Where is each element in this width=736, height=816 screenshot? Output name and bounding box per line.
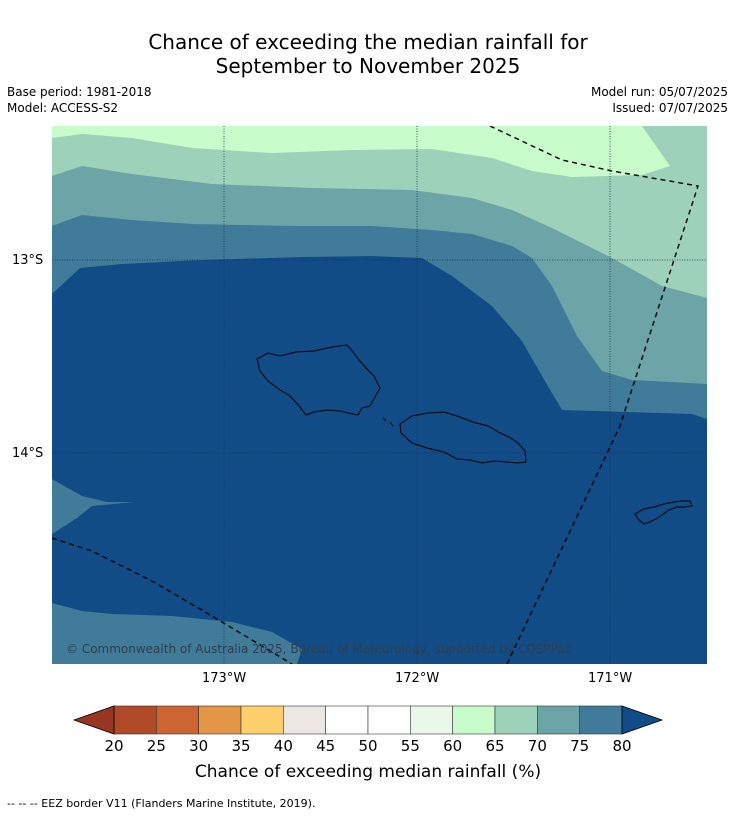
island-manono — [382, 417, 394, 427]
colorbar-cell — [537, 705, 580, 735]
colorbar-tick-label: 70 — [527, 737, 547, 755]
colorbar-cell — [452, 705, 496, 735]
colorbar-tick-label: 30 — [189, 737, 209, 755]
colorbar-cell — [410, 705, 453, 735]
colorbar-cell — [283, 705, 326, 735]
lat-label-14s: 14°S — [12, 446, 44, 461]
zone-75-80-west — [52, 479, 134, 534]
island-tutuila — [634, 500, 693, 525]
zone-80 — [52, 256, 707, 664]
meta-left: Base period: 1981-2018 Model: ACCESS-S2 — [7, 84, 152, 116]
colorbar-cell — [367, 705, 411, 735]
zone-75-80-south — [52, 603, 302, 664]
lat-label-13s: 13°S — [12, 253, 44, 268]
eez-border — [52, 126, 699, 664]
lon-label-172w: 172°W — [395, 671, 440, 686]
rainfall-map: © Commonwealth of Australia 2025, Bureau… — [52, 126, 707, 664]
colorbar-tick-label: 75 — [570, 737, 590, 755]
island-savaii — [256, 344, 381, 416]
colorbar-under-arrow — [72, 705, 115, 735]
colorbar-tick-label: 60 — [443, 737, 463, 755]
lon-label-171w: 171°W — [588, 671, 633, 686]
colorbar — [72, 705, 664, 735]
issued-date: Issued: 07/07/2025 — [612, 101, 728, 115]
copyright-text: © Commonwealth of Australia 2025, Bureau… — [66, 642, 571, 656]
colorbar-cell — [240, 705, 284, 735]
colorbar-cell — [579, 705, 623, 735]
colorbar-tick-label: 80 — [612, 737, 632, 755]
colorbar-tick-label: 55 — [400, 737, 420, 755]
colorbar-cell — [198, 705, 242, 735]
meta-right: Model run: 05/07/2025 Issued: 07/07/2025 — [591, 84, 728, 116]
island-upolu — [399, 411, 527, 464]
colorbar-cell — [156, 705, 199, 735]
colorbar-tick-label: 25 — [146, 737, 166, 755]
graticule — [52, 126, 707, 664]
eez-footnote: -- -- -- EEZ border V11 (Flanders Marine… — [7, 797, 316, 810]
colorbar-tick-label: 45 — [316, 737, 336, 755]
colorbar-tick-label: 20 — [104, 737, 124, 755]
colorbar-tick-label: 40 — [273, 737, 293, 755]
title-line-2: September to November 2025 — [215, 54, 521, 78]
colorbar-tick-label: 35 — [231, 737, 251, 755]
colorbar-over-arrow — [621, 705, 664, 735]
colorbar-tick-label: 65 — [485, 737, 505, 755]
colorbar-label: Chance of exceeding median rainfall (%) — [194, 762, 542, 782]
colorbar-tick-label: 50 — [358, 737, 378, 755]
chart-title: Chance of exceeding the median rainfall … — [0, 30, 736, 78]
model-run: Model run: 05/07/2025 — [590, 85, 728, 99]
colorbar-cell — [494, 705, 538, 735]
colorbar-cell — [325, 705, 369, 735]
base-period: Base period: 1981-2018 — [7, 85, 152, 99]
title-line-1: Chance of exceeding the median rainfall … — [148, 30, 588, 54]
colorbar-cell — [113, 705, 157, 735]
eez-border-east — [489, 126, 699, 664]
model-name: Model: ACCESS-S2 — [7, 101, 119, 115]
lon-label-173w: 173°W — [202, 671, 247, 686]
